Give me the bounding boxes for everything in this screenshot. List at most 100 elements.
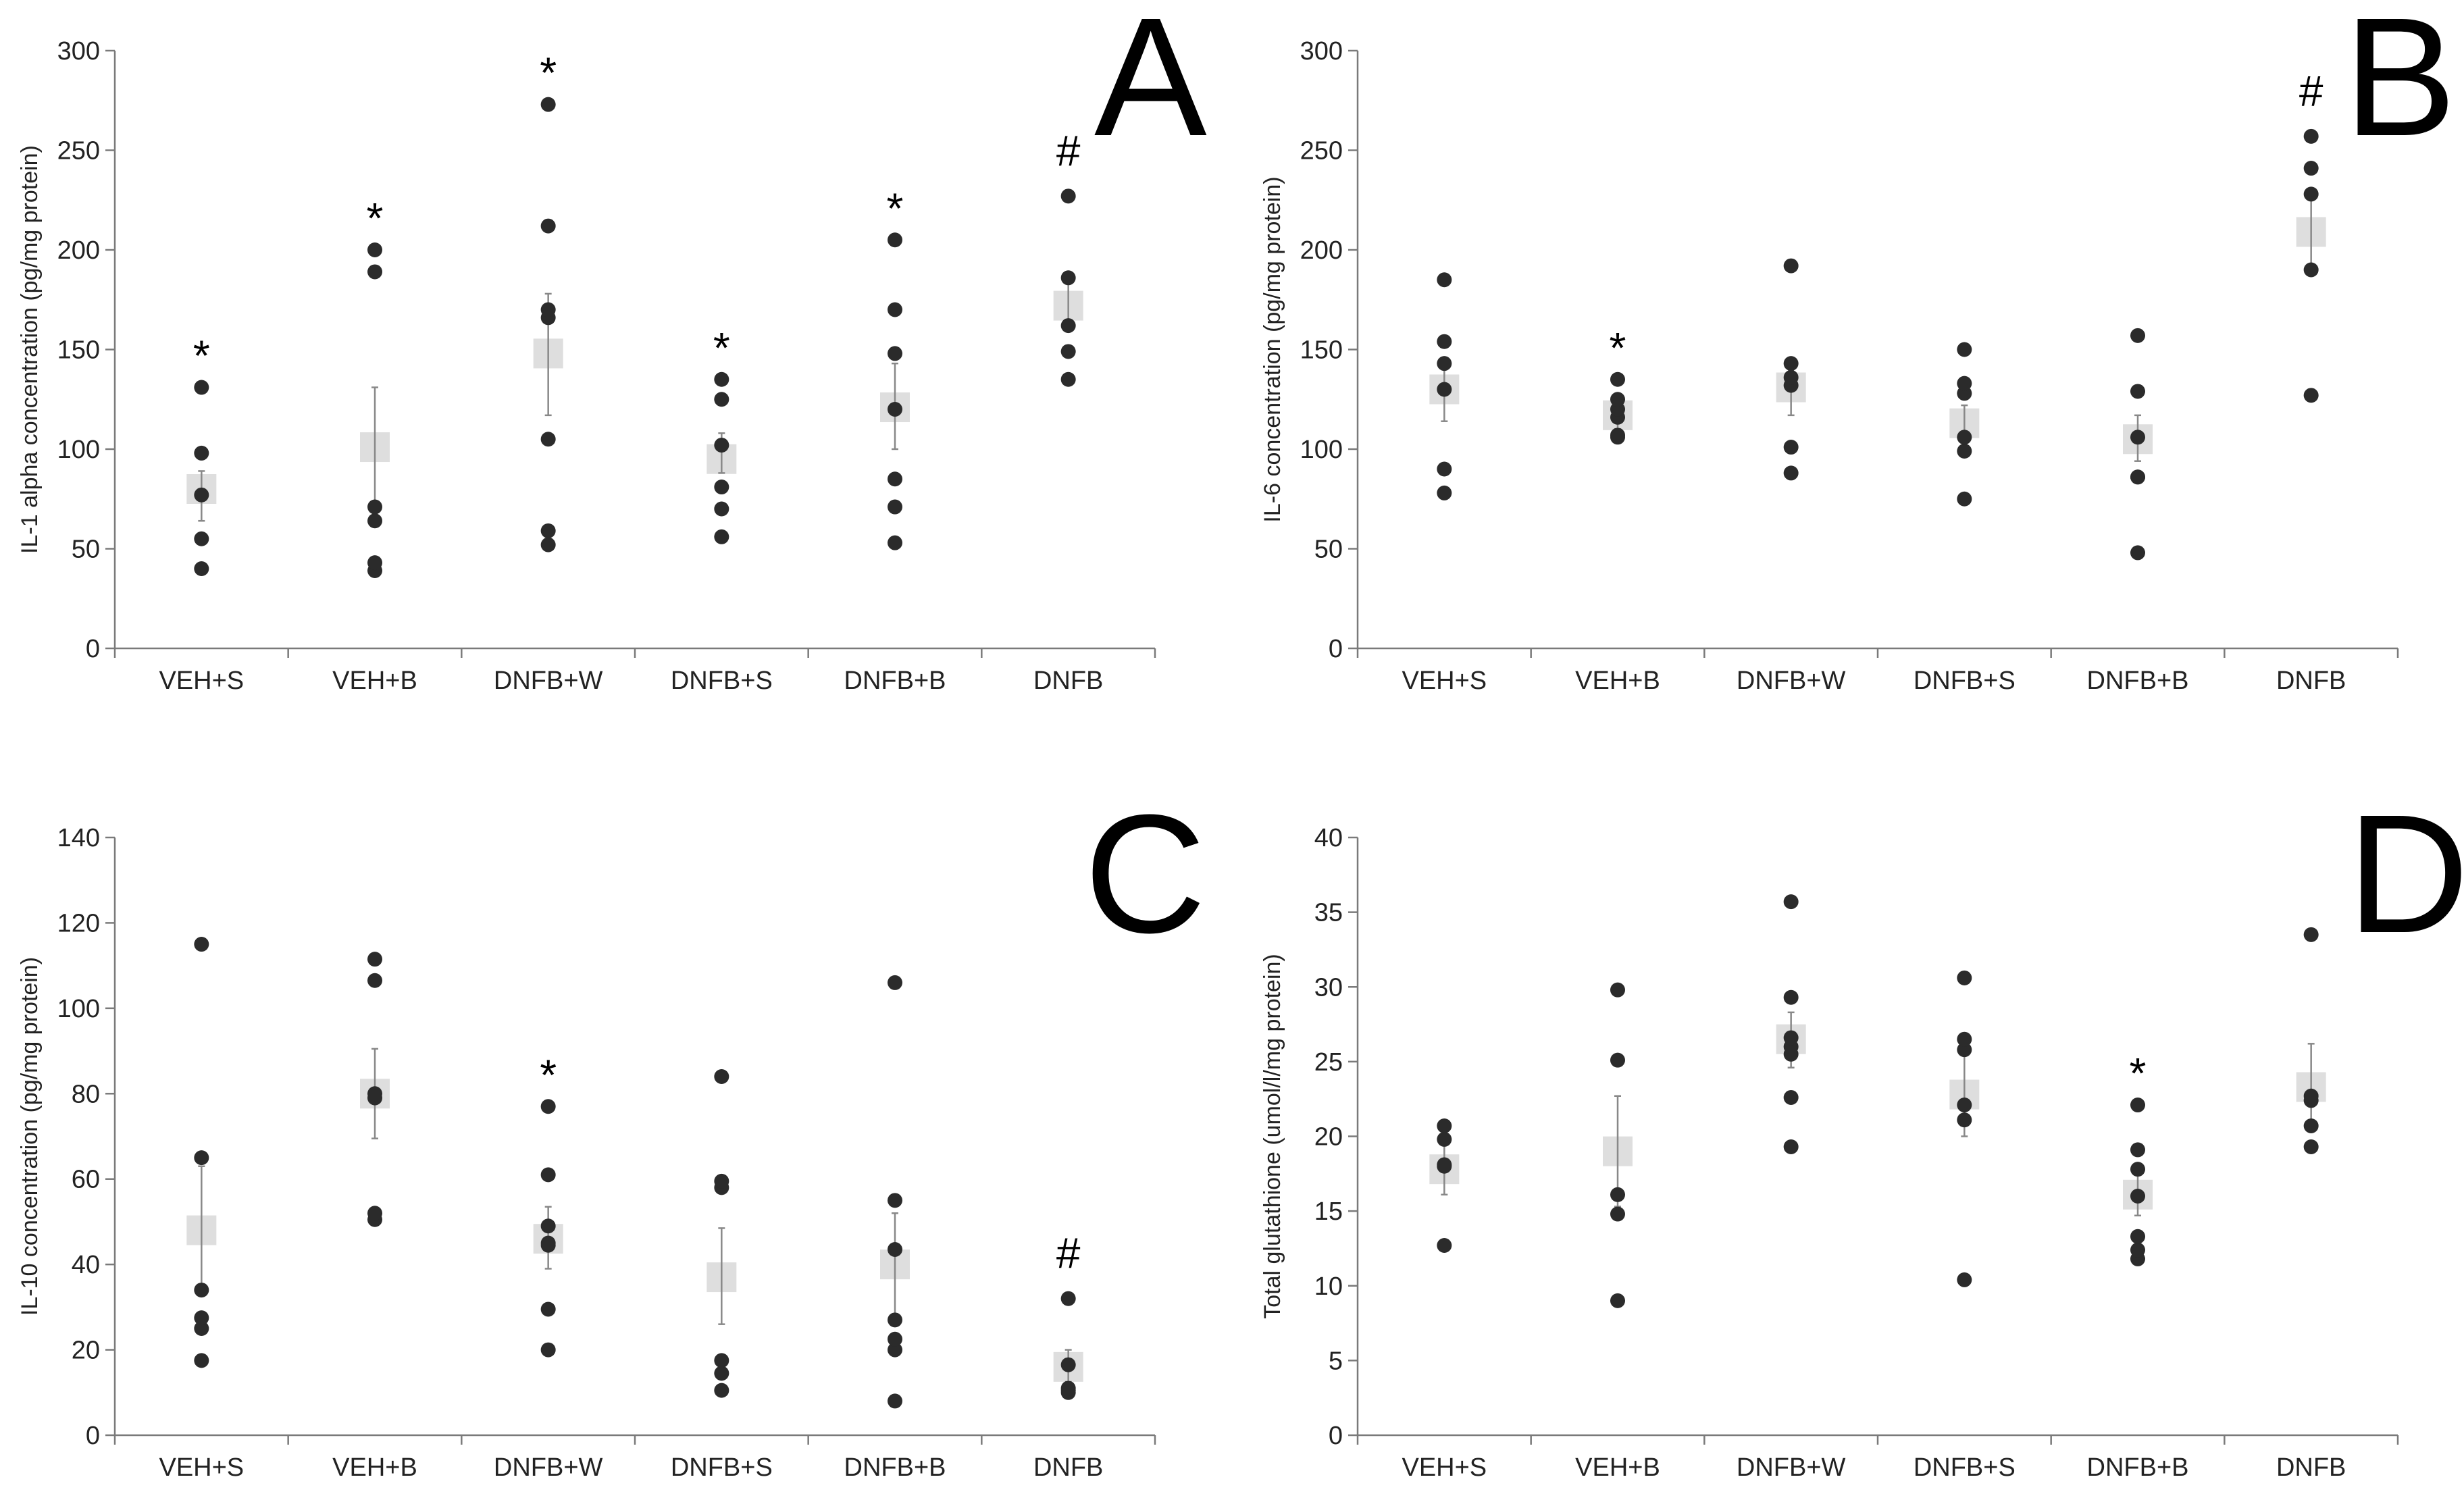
data-point: [1957, 443, 1972, 459]
x-tick-label: DNFB+S: [1914, 667, 2016, 695]
panel-d: D 0 5 10 15 20 25 30 35 40 Total glutathione (umo…: [1260, 779, 2464, 1482]
data-point: [367, 1206, 382, 1221]
x-tick-label: DNFB+W: [1737, 1453, 1846, 1482]
data-point: [714, 501, 729, 517]
x-tick-label: VEH+B: [1575, 1453, 1660, 1482]
panel-b: B 0 50 100 150 200 250 300 IL-6 concentration (…: [1260, 0, 2457, 695]
data-point: [2303, 161, 2319, 176]
data-point: [714, 529, 729, 544]
data-point: [1610, 1052, 1625, 1068]
data-point: [1783, 258, 1799, 274]
data-point: [714, 1353, 729, 1368]
data-point: [2303, 186, 2319, 202]
y-axis-title: IL-10 concentration (pg/mg protein): [17, 957, 43, 1316]
panel-letter: A: [1094, 0, 1207, 171]
asterisk-annotation: *: [2130, 1049, 2147, 1098]
panel-letter: B: [2344, 0, 2457, 171]
data-point: [714, 392, 729, 407]
data-point: [1783, 1030, 1799, 1046]
data-point: [888, 232, 902, 248]
x-tick-label: DNFB+B: [844, 667, 946, 695]
data-point: [714, 1173, 729, 1189]
data-point: [2303, 128, 2319, 144]
y-tick-label: 140: [57, 824, 100, 852]
x-tick-label: VEH+B: [1575, 667, 1660, 695]
data-point: [1060, 318, 1076, 334]
data-point: [194, 937, 209, 952]
data-point: [1060, 270, 1076, 286]
data-point: [367, 952, 382, 967]
asterisk-annotation: *: [540, 49, 557, 97]
x-tick-label: VEH+S: [1402, 667, 1487, 695]
data-point: [1957, 1031, 1972, 1047]
data-point: [1060, 371, 1076, 387]
data-point: [1610, 392, 1625, 407]
y-tick-label: 150: [57, 336, 100, 365]
data-point: [888, 499, 902, 515]
data-point: [1610, 1206, 1625, 1222]
y-tick-label: 0: [86, 1422, 100, 1450]
data-point: [1783, 1089, 1799, 1105]
data-point: [194, 1283, 209, 1298]
x-tick-label: VEH+S: [159, 1453, 244, 1482]
data-point: [2130, 1189, 2145, 1204]
data-point: [367, 499, 382, 515]
data-point: [888, 1312, 902, 1328]
data-point: [194, 1353, 209, 1368]
data-point: [194, 487, 209, 502]
data-point: [888, 1331, 902, 1347]
data-point: [540, 432, 556, 447]
data-point: [888, 1242, 902, 1258]
data-point: [1437, 382, 1452, 397]
y-axis-title: IL-1 alpha concentration (pg/mg protein): [17, 145, 43, 554]
data-point: [2303, 1118, 2319, 1134]
data-point: [1783, 894, 1799, 910]
data-point: [714, 1383, 729, 1398]
data-point: [1437, 272, 1452, 288]
data-point: [1610, 1293, 1625, 1308]
data-point: [540, 1099, 556, 1114]
y-tick-label: 5: [1329, 1347, 1343, 1375]
x-tick-label: DNFB+S: [1914, 1453, 2016, 1482]
data-point: [1060, 344, 1076, 359]
data-point: [1060, 1381, 1076, 1396]
data-point: [194, 531, 209, 546]
y-axis-title: IL-6 concentration (pg/mg protein): [1260, 176, 1285, 522]
data-point: [2130, 328, 2145, 343]
data-point: [540, 1235, 556, 1251]
hash-annotation: #: [1056, 1229, 1081, 1278]
y-tick-label: 120: [57, 909, 100, 937]
x-tick-label: DNFB+W: [494, 667, 603, 695]
data-point: [1783, 440, 1799, 455]
hash-annotation: #: [2299, 67, 2324, 115]
data-point: [714, 438, 729, 453]
data-point: [367, 264, 382, 280]
data-point: [888, 302, 902, 317]
data-point: [1437, 334, 1452, 349]
data-point: [1957, 430, 1972, 445]
data-point: [1957, 1098, 1972, 1113]
y-tick-label: 300: [1300, 37, 1343, 66]
data-point: [540, 302, 556, 317]
y-tick-label: 200: [1300, 236, 1343, 265]
x-tick-label: VEH+S: [1402, 1453, 1487, 1482]
data-point: [2130, 1098, 2145, 1113]
y-axis-title: Total glutathione (umol/l/mg protein): [1260, 954, 1285, 1319]
data-point: [1437, 1118, 1452, 1134]
data-point: [2130, 1229, 2145, 1244]
data-point: [2303, 262, 2319, 278]
data-point: [367, 242, 382, 257]
data-point: [2303, 1139, 2319, 1154]
data-point: [888, 535, 902, 550]
data-point: [1437, 461, 1452, 477]
data-point: [540, 537, 556, 552]
x-tick-label: DNFB+B: [2087, 667, 2189, 695]
data-point: [888, 346, 902, 361]
data-point: [1060, 1291, 1076, 1306]
x-tick-label: VEH+S: [159, 667, 244, 695]
data-point: [888, 402, 902, 417]
panel-a: A 0 50 100 150 200 250 300 IL-1 alpha concentra…: [17, 0, 1207, 695]
panel-letter: C: [1084, 779, 1206, 968]
x-tick-label: DNFB: [1033, 1453, 1103, 1482]
y-tick-label: 25: [1314, 1048, 1343, 1077]
